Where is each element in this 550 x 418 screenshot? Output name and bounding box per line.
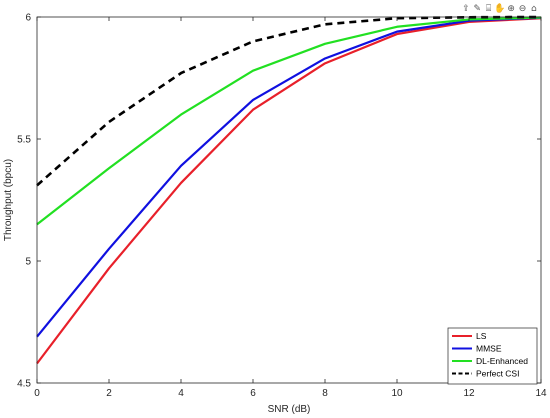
legend-label: Perfect CSI — [476, 369, 519, 379]
home-icon[interactable]: ⌂ — [531, 4, 537, 14]
x-tick-label: 6 — [250, 388, 256, 399]
pan-icon[interactable]: ✋ — [494, 2, 505, 14]
axes-box — [36, 16, 542, 384]
x-tick-label: 10 — [391, 388, 403, 399]
y-tick-label: 5 — [25, 257, 31, 268]
brush-icon[interactable]: ✎ — [474, 4, 482, 14]
x-tick-label: 2 — [106, 388, 112, 399]
legend-label: LS — [476, 331, 487, 341]
legend-box — [447, 327, 538, 385]
series-line-ls — [36, 17, 542, 365]
y-axis-label: Throughput (bpcu) — [3, 159, 14, 241]
series-line-dl-enhanced — [36, 16, 542, 226]
axes — [36, 16, 542, 384]
y-tick-label: 5.5 — [17, 135, 31, 146]
x-tick-label: 0 — [34, 388, 40, 399]
legend-label: DL-Enhanced — [476, 356, 528, 366]
tick-labels: 0 2 4 6 8 10 12 14 4.5 5 5.5 6 — [17, 13, 547, 400]
x-tick-label: 14 — [535, 388, 547, 399]
series-line-mmse — [36, 16, 542, 338]
zoom-in-icon[interactable]: ⊕ — [507, 4, 515, 14]
legend: LS MMSE DL-Enhanced Perfect CSI — [447, 327, 538, 385]
y-tick-label: 4.5 — [17, 379, 31, 390]
datatip-icon[interactable]: ⌸ — [486, 4, 492, 14]
legend-label: MMSE — [476, 344, 502, 354]
axes-toolbar[interactable]: ⇪ ✎ ⌸ ✋ ⊕ ⊖ ⌂ — [462, 2, 537, 14]
series-layer — [36, 15, 542, 365]
series-line-perfect-csi — [36, 15, 542, 187]
x-tick-label: 8 — [322, 388, 328, 399]
y-tick-label: 6 — [25, 13, 31, 24]
x-axis-label: SNR (dB) — [268, 404, 311, 415]
x-tick-label: 12 — [463, 388, 475, 399]
export-icon[interactable]: ⇪ — [462, 4, 470, 14]
x-tick-label: 4 — [178, 388, 184, 399]
zoom-out-icon[interactable]: ⊖ — [519, 4, 527, 14]
